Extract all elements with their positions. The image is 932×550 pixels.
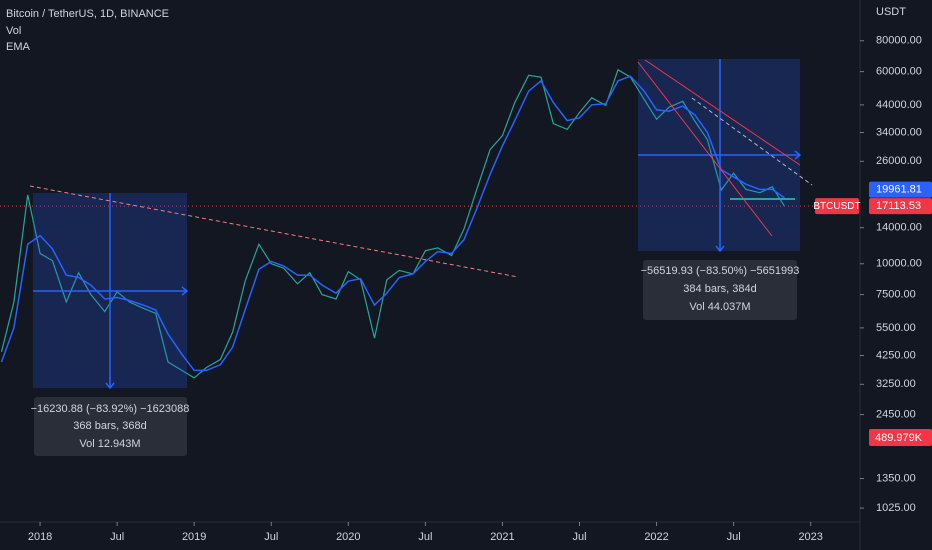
volume-label: 489.979K [875,432,923,444]
indicator-name: Vol [6,25,21,37]
y-tick-label: 60000.00 [876,66,922,78]
trend-line [691,97,813,186]
y-tick-label: 4250.00 [876,349,916,361]
volume-label-bg [869,429,932,446]
arrow-head [105,286,189,390]
price-label: 17113.53 [876,200,921,212]
y-tick-label: 34000.00 [876,126,922,138]
measure-info [643,260,797,320]
symbol-title: Bitcoin / TetherUS, 1D, BINANCE [6,8,169,20]
price-label-bg [869,198,932,215]
symbol-label-bg [815,198,859,215]
x-tick-label: Jul [418,531,432,543]
y-tick-label: 10000.00 [876,258,922,270]
plot [0,0,861,550]
y-tick-label: 7500.00 [876,289,916,301]
measure-text: 384 bars, 384d [683,283,756,295]
x-tick-label: 2018 [28,531,52,543]
y-tick-label: 2450.00 [876,409,916,421]
channel-line [637,61,773,237]
x-tick-label: 2019 [182,531,206,543]
y-tick-label: 1025.00 [876,502,916,514]
y-tick-label: 5500.00 [876,322,916,334]
ema-line [0,75,785,372]
arrow-head [715,150,802,253]
x-tick-label: 2023 [798,531,822,543]
x-tick-label: 2021 [490,531,514,543]
price-line [0,68,786,379]
x-tick-label: Jul [727,531,741,543]
y-tick-label: 1350.00 [876,472,916,484]
measure-text: Vol 44.037M [689,301,750,313]
price-label: 19961.81 [876,184,922,196]
price-label-bg [869,181,932,198]
measure-info [34,397,187,456]
measure-text: −16230.88 (−83.92%) −1623088 [31,403,190,415]
x-tick-label: Jul [264,531,278,543]
indicator-name: EMA [6,41,31,53]
y-tick-label: 26000.00 [876,155,922,167]
y-tick-label: 14000.00 [876,222,922,234]
measure-text: 368 bars, 368d [73,420,146,432]
x-tick-label: Jul [110,531,124,543]
trend-line [29,185,519,278]
symbol-label: BTCUSDT [813,201,860,212]
channel-line [644,59,801,166]
measure-text: −56519.93 (−83.50%) −5651993 [641,265,800,277]
x-tick-label: 2022 [644,531,668,543]
measure-text: Vol 12.943M [79,438,140,450]
y-tick-label: 3250.00 [876,378,916,390]
x-tick-label: 2020 [336,531,360,543]
axis-unit: USDT [876,6,906,18]
y-tick-label: 80000.00 [876,35,922,47]
y-tick-label: 44000.00 [876,99,922,111]
x-tick-label: Jul [572,531,586,543]
